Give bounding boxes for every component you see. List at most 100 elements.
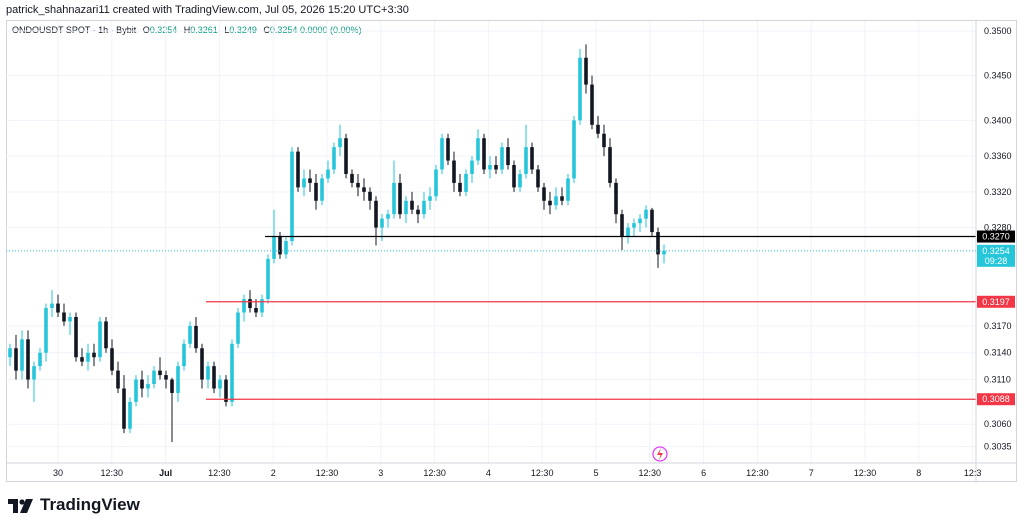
legend-low-label: L — [224, 25, 230, 35]
level-tag-label: 0.3088 — [982, 394, 1010, 404]
candle-body — [614, 182, 618, 215]
candle-body — [416, 209, 420, 215]
candle-body — [368, 191, 372, 201]
candle-body — [350, 173, 354, 183]
candle-body — [152, 370, 156, 385]
legend-change: 0.0000 (0.00%) — [299, 25, 362, 35]
candle-body — [434, 169, 438, 197]
x-tick-label: Jul — [159, 468, 172, 478]
candle-body — [464, 173, 468, 192]
x-tick-label: 8 — [916, 468, 921, 478]
y-tick-label: 0.3110 — [984, 375, 1011, 385]
candle-body — [44, 308, 48, 353]
grid — [6, 21, 976, 463]
candle-body — [248, 299, 252, 309]
candle-body — [482, 138, 486, 170]
candle-body — [572, 120, 576, 179]
legend-symbol: ONDOUSDT SPOT · 1h · Bybit — [12, 25, 137, 35]
candle-body — [182, 343, 186, 367]
last-price-countdown: 09:28 — [985, 256, 1008, 266]
x-tick-label: 2 — [271, 468, 276, 478]
candle-body — [284, 241, 288, 255]
candle-body — [566, 178, 570, 201]
candle-body — [254, 308, 258, 313]
candle-body — [554, 196, 558, 206]
candle-body — [176, 366, 180, 393]
candle-body — [578, 57, 582, 121]
legend-open-label: O — [142, 25, 150, 35]
legend-high: 0.3261 — [190, 25, 218, 35]
candle-body — [362, 187, 366, 192]
candle-body — [446, 138, 450, 161]
candle-body — [602, 133, 606, 148]
candle-body — [542, 187, 546, 201]
candle-body — [230, 343, 234, 402]
candle-body — [428, 196, 432, 201]
candle-body — [518, 173, 522, 188]
candle-body — [170, 379, 174, 393]
legend-low: 0.3249 — [229, 25, 257, 35]
candle-body — [392, 182, 396, 215]
candle-body — [356, 182, 360, 188]
y-tick-label: 0.3360 — [984, 151, 1012, 161]
candle-body — [62, 312, 66, 322]
x-axis: 30 12:30 Jul 12:30 2 12:30 3 12:30 4 12:30 5 12:30 6… — [6, 462, 1017, 478]
candle-body — [476, 138, 480, 161]
candle-body — [140, 379, 144, 389]
chart-credit: patrick_shahnazari11 created with Tradin… — [6, 4, 409, 16]
candle-body — [266, 258, 270, 300]
candle-body — [458, 182, 462, 192]
candle-body — [662, 250, 666, 255]
candle-body — [524, 147, 528, 174]
candle-body — [626, 227, 630, 237]
candle-body — [236, 312, 240, 344]
candle-body — [332, 147, 336, 170]
level-tag-label: 0.3270 — [982, 232, 1010, 242]
y-tick-label: 0.3060 — [984, 419, 1012, 429]
ohlc-legend: ONDOUSDT SPOT · 1h · Bybit O0.3254 H0.32… — [12, 25, 361, 35]
candle-body — [224, 379, 228, 402]
candle-body — [584, 57, 588, 85]
last-price-tag — [977, 244, 1015, 267]
candle-body — [14, 348, 18, 371]
candle-body — [278, 236, 282, 255]
candle-body — [32, 366, 36, 380]
y-tick-label: 0.3500 — [984, 26, 1012, 36]
candle-body — [404, 200, 408, 215]
x-tick-label: 12:30 — [316, 468, 339, 478]
candle-body — [104, 321, 108, 349]
candle-body — [590, 84, 594, 125]
candle-body — [296, 151, 300, 188]
legend-high-label: H — [183, 25, 191, 35]
candle-body — [536, 169, 540, 188]
flash-icon[interactable] — [652, 446, 668, 462]
y-tick-label: 0.3170 — [984, 321, 1012, 331]
candle-body — [50, 303, 54, 309]
candle-body — [290, 151, 294, 241]
x-tick-label: 12:30 — [639, 468, 662, 478]
candle-body — [122, 388, 126, 429]
x-tick-label: 3 — [378, 468, 383, 478]
y-axis: 0.3500 0.3450 0.3400 0.3360 0.3320 0.3280 0.31… — [975, 21, 1012, 482]
candle-body — [68, 316, 72, 322]
y-tick-label: 0.3280 — [984, 223, 1012, 233]
legend-open: 0.3254 — [149, 25, 178, 35]
candle-body — [20, 339, 24, 371]
level-tag-label: 0.3197 — [982, 297, 1010, 307]
candle-body — [596, 124, 600, 134]
candle-body — [188, 325, 192, 344]
level-tag — [977, 295, 1015, 308]
y-tick-label: 0.3140 — [984, 348, 1012, 358]
candle-body — [164, 375, 168, 380]
candle-body — [500, 147, 504, 170]
candle-body — [110, 348, 114, 371]
candle-body — [344, 138, 348, 174]
candle-body — [548, 200, 552, 206]
x-tick-label: 12:30 — [746, 468, 769, 478]
candle-body — [92, 352, 96, 358]
candle-body — [242, 299, 246, 313]
candle-body — [494, 165, 498, 170]
level-tag — [977, 230, 1015, 243]
candle-body — [620, 214, 624, 237]
